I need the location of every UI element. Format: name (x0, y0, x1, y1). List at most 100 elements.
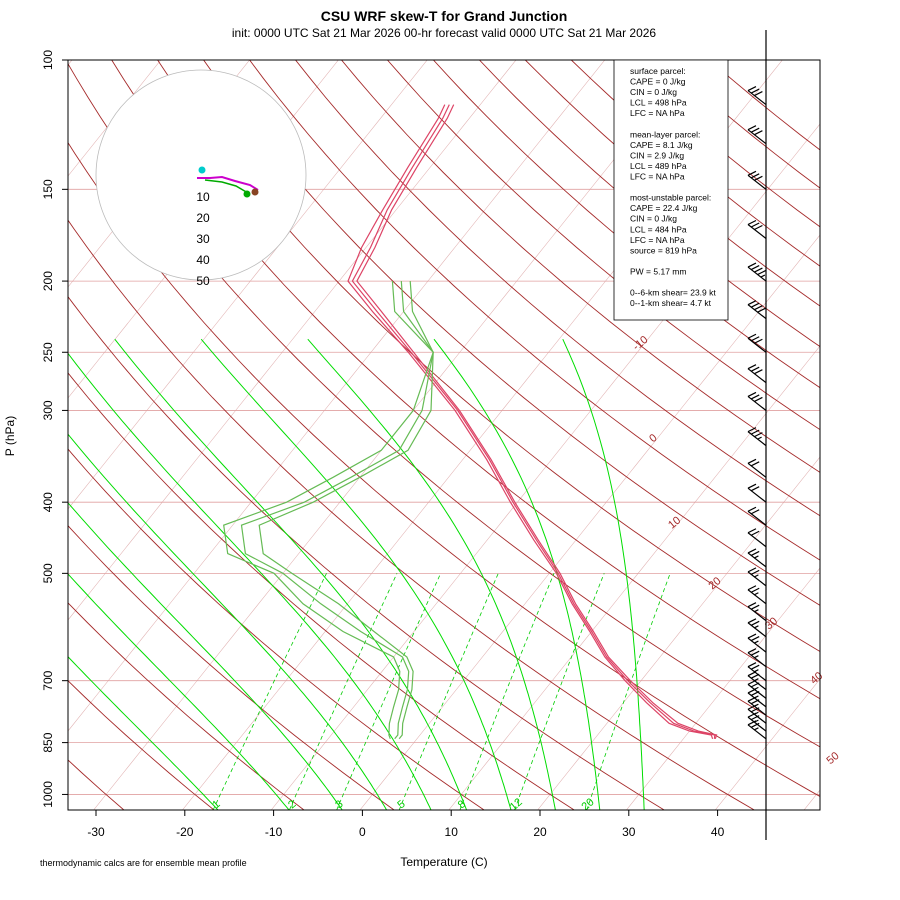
barb-flag (747, 618, 757, 624)
barb-flag (754, 175, 763, 181)
barb-shaft (747, 622, 767, 638)
dewpoint-line (223, 281, 434, 740)
dry-adiabat-line (68, 524, 395, 810)
barb-flag (747, 528, 757, 534)
barb-flag (750, 620, 760, 626)
wind-barb (747, 618, 767, 638)
barb-flag (750, 88, 760, 94)
info-line: CIN = 0 J/kg (630, 214, 677, 224)
info-line: 0--1-km shear= 4.7 kt (630, 298, 712, 308)
y-tick-label: 1000 (41, 781, 55, 808)
barb-shaft (747, 304, 767, 320)
wind-barb (747, 506, 767, 526)
barb-flag (750, 664, 760, 670)
wind-barb (747, 427, 767, 447)
wind-barb (747, 170, 767, 190)
wind-barb (747, 648, 767, 668)
barb-shaft (747, 552, 767, 568)
barb-flag (747, 458, 757, 464)
barb-shaft (747, 692, 767, 708)
wind-barb (747, 300, 767, 320)
info-line: LFC = NA hPa (630, 172, 685, 182)
barb-flag (750, 636, 760, 642)
y-tick-label: 850 (41, 732, 55, 752)
barb-flag (747, 679, 757, 685)
barb-flag (750, 461, 760, 467)
dry-adiabats (68, 60, 820, 810)
barb-flag (747, 506, 757, 512)
dry-adiabat-line (68, 448, 485, 810)
barb-flag (754, 91, 763, 97)
info-line: CAPE = 22.4 J/kg (630, 203, 698, 213)
isotherm-line (359, 234, 820, 810)
barb-shaft (747, 462, 767, 478)
barb-shaft (747, 129, 767, 145)
barb-flag (750, 222, 760, 228)
footnote: thermodynamic calcs are for ensemble mea… (40, 858, 247, 868)
wind-barb (747, 548, 767, 568)
x-tick-label: -10 (265, 825, 283, 839)
moist-adiabat-line (68, 656, 219, 810)
info-line: LFC = NA hPa (630, 108, 685, 118)
dry-adiabat-line (68, 141, 820, 797)
barb-shaft (747, 637, 767, 653)
barb-flag (750, 690, 760, 696)
barb-shaft (747, 174, 767, 190)
mixing-ratio-label: 3 (333, 798, 345, 811)
barb-half-flag (754, 609, 759, 613)
hodograph-dot (243, 190, 251, 198)
wind-barb (747, 528, 767, 548)
barb-flag (750, 336, 760, 342)
mixing-ratio-label: 1 (210, 798, 222, 811)
info-box-frame (613, 59, 729, 321)
hodograph-ring-label: 50 (196, 274, 210, 288)
hodograph-ring-label: 10 (196, 190, 210, 204)
wind-barb (747, 86, 767, 106)
mixing-ratio-line (212, 573, 327, 810)
barb-flag (750, 707, 760, 713)
wind-barb (747, 391, 767, 411)
moist-adiabat-line (68, 573, 290, 810)
dry-adiabat-line (68, 602, 305, 810)
dry-adiabat-line (295, 60, 820, 517)
barb-flag (747, 633, 757, 639)
mixing-ratio-lines (212, 573, 671, 810)
barb-shaft (747, 532, 767, 548)
barb-flag (747, 704, 757, 710)
info-line: source = 819 hPa (630, 245, 697, 255)
barb-flag (750, 604, 760, 610)
dry-adiabat-line (616, 60, 820, 228)
barb-flag (747, 219, 757, 226)
barb-flag (754, 224, 763, 231)
info-line: LCL = 498 hPa (630, 98, 687, 108)
barb-shaft (747, 675, 767, 691)
x-tick-label: 0 (359, 825, 366, 839)
y-tick-label: 200 (41, 271, 55, 291)
temperature-line (356, 104, 718, 739)
barb-shaft (747, 368, 767, 384)
barb-shaft (747, 224, 767, 239)
barb-flag (750, 682, 760, 688)
barb-flag (747, 548, 757, 554)
wind-barb (747, 662, 767, 682)
barb-flag (754, 267, 763, 273)
isotherm-line (448, 345, 820, 810)
barb-flag (750, 429, 760, 435)
dry-adiabat-line (68, 219, 755, 810)
barb-flag (747, 696, 757, 702)
barb-flag (747, 648, 757, 654)
x-tick-label: 20 (533, 825, 547, 839)
barb-flag (750, 302, 760, 308)
info-line: PW = 5.17 mm (630, 266, 686, 276)
dry-adiabat-line (68, 295, 665, 810)
x-tick-label: -30 (87, 825, 105, 839)
barb-half-flag (757, 436, 762, 440)
barb-flag (747, 602, 757, 608)
barb-flag (747, 671, 757, 677)
barb-flag (747, 125, 757, 131)
dry-adiabat-line (68, 372, 575, 810)
barb-flag (750, 530, 760, 536)
dry-adiabat-line (708, 60, 820, 151)
barb-flag (757, 270, 766, 276)
